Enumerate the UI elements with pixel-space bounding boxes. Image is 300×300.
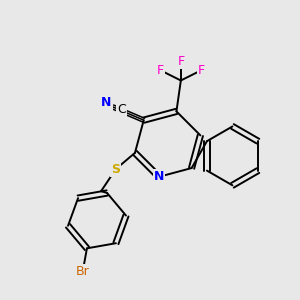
- Text: N: N: [101, 96, 112, 109]
- Text: Br: Br: [76, 266, 89, 278]
- Text: C: C: [117, 103, 126, 116]
- Text: F: F: [177, 55, 184, 68]
- Text: N: N: [154, 170, 164, 183]
- Text: F: F: [198, 64, 205, 77]
- Text: S: S: [111, 163, 120, 176]
- Text: F: F: [157, 64, 164, 77]
